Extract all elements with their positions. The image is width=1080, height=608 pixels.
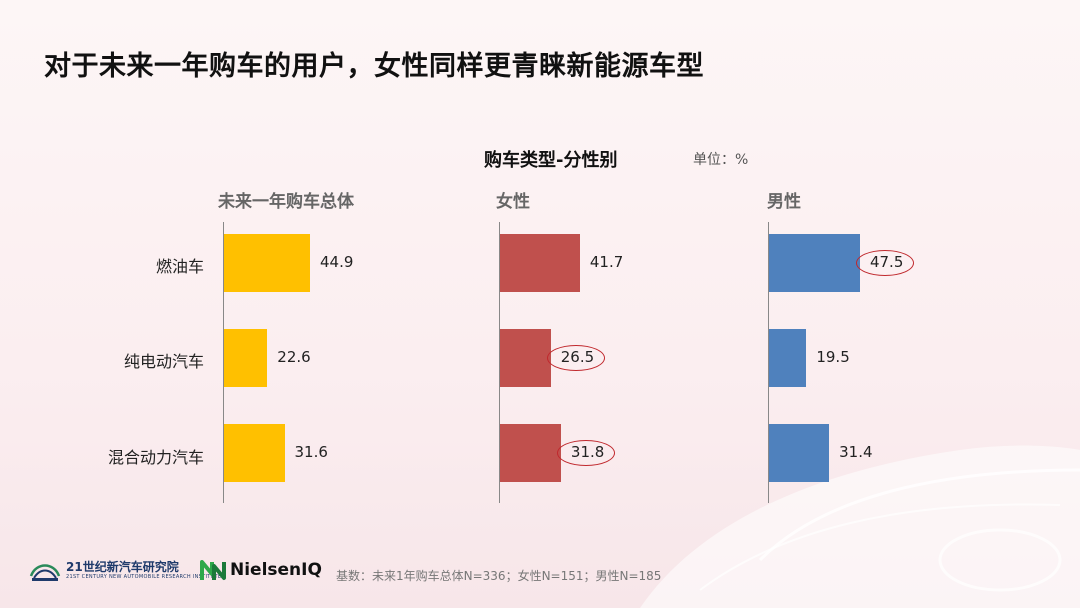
page-title: 对于未来一年购车的用户，女性同样更青睐新能源车型 [44, 51, 704, 82]
axis-female [499, 222, 500, 503]
value-label-male-ev: 19.5 [816, 348, 850, 366]
category-label-ev: 纯电动汽车 [123, 352, 204, 371]
value-label-total-ev: 22.6 [277, 348, 311, 366]
bar-male-hybrid [769, 424, 830, 482]
bar-female-ev [500, 329, 551, 387]
nielseniq-text: NielsenIQ [230, 560, 322, 580]
bar-total-ev [224, 329, 268, 387]
highlight-circle-female-hybrid [556, 440, 615, 466]
bar-female-fuel [500, 234, 580, 292]
institute-name: 21世纪新汽车研究院 [66, 560, 179, 574]
institute-subtitle: 21ST CENTURY NEW AUTOMOBILE RESEARCH INS… [66, 574, 222, 580]
unit-label: 单位：% [693, 152, 749, 168]
category-label-hybrid: 混合动力汽车 [107, 448, 204, 467]
panel-title-male: 男性 [767, 192, 801, 212]
value-label-total-fuel: 44.9 [320, 253, 354, 271]
institute-logo: 21世纪新汽车研究院 21ST CENTURY NEW AUTOMOBILE R… [28, 556, 221, 584]
value-label-male-hybrid: 31.4 [839, 443, 873, 461]
chart-title: 购车类型-分性别 [484, 150, 618, 171]
panel-title-total: 未来一年购车总体 [218, 192, 354, 212]
bar-male-ev [769, 329, 807, 387]
highlight-circle-female-ev [546, 345, 605, 371]
panel-title-female: 女性 [496, 192, 530, 212]
axis-male [768, 222, 769, 503]
axis-total [223, 222, 224, 503]
bar-total-hybrid [224, 424, 285, 482]
value-label-total-hybrid: 31.6 [294, 443, 328, 461]
nielseniq-mark-icon [200, 560, 226, 580]
highlight-circle-male-fuel [855, 250, 914, 276]
institute-emblem-icon [29, 564, 61, 581]
bar-female-hybrid [500, 424, 561, 482]
bar-total-fuel [224, 234, 310, 292]
nielseniq-logo: NielsenIQ [200, 558, 322, 582]
category-label-fuel: 燃油车 [155, 257, 204, 276]
base-note: 基数：未来1年购车总体N=336；女性N=151；男性N=185 [336, 569, 662, 583]
bar-male-fuel [769, 234, 860, 292]
value-label-female-fuel: 41.7 [589, 253, 624, 271]
